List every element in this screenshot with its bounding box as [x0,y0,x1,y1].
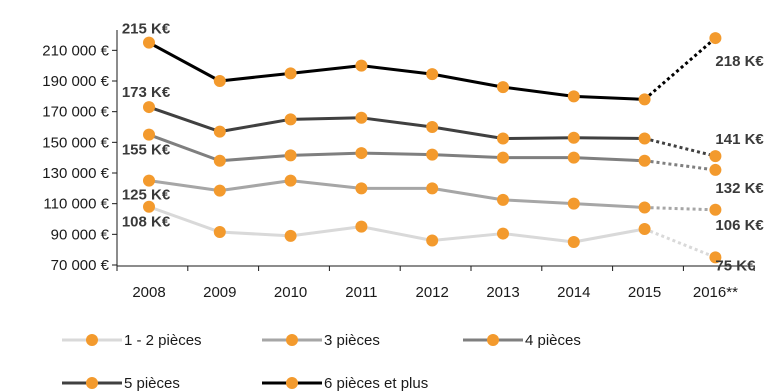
legend-swatch-marker [487,334,499,346]
data-labels: 215 K€ 173 K€ 155 K€ 125 K€ 108 K€ 218 K€ 141 … [122,21,765,275]
projection-line [644,227,716,259]
axes: 70 000 € 90 000 € 110 000 € 130 000 € 150 00… [42,30,755,301]
data-point [709,251,722,264]
data-point [143,174,155,187]
x-tick-label: 2012 [416,284,449,301]
data-point [426,148,439,161]
data-point [213,75,226,87]
data-point [143,36,155,49]
y-tick-label: 190 000 € [42,73,109,90]
data-point [355,111,368,124]
data-point [497,81,509,94]
legend-swatch-marker [286,334,298,346]
data-label: 155 K€ [122,142,171,159]
projection-line [644,206,716,212]
data-point [567,197,580,210]
data-point [497,151,509,164]
x-tick-label: 2009 [203,284,236,301]
data-point [213,184,226,197]
data-point [709,32,722,45]
series-line [148,105,645,140]
data-label: 75 K€ [715,257,756,274]
data-point [709,203,722,216]
data-point [213,154,226,167]
data-point [567,151,580,164]
series-line [148,133,645,163]
legend-swatch-marker [86,377,98,389]
data-point [355,220,368,233]
data-point [426,234,439,247]
x-tick-label: 2013 [486,284,519,301]
legend-swatch-marker [286,377,298,389]
y-tick-label: 150 000 € [42,134,109,151]
data-label: 218 K€ [715,53,764,70]
data-point [426,182,439,195]
data-point [709,150,722,163]
data-point [497,132,509,145]
data-label: 173 K€ [122,84,171,101]
data-point [284,149,297,162]
series-lines [148,36,717,259]
data-point [213,226,226,239]
data-point [567,131,580,144]
data-point [426,121,439,133]
series-markers [143,32,722,264]
legend: 1 - 2 pièces 3 pièces 4 pièces 5 pièces 6 pi… [62,332,581,392]
data-point [497,227,509,240]
data-point [213,125,226,138]
projection-line [644,159,716,172]
data-point [567,236,580,248]
x-tick-label: 2010 [274,284,307,301]
data-point [143,101,155,114]
data-point [284,174,297,187]
data-label: 106 K€ [715,217,764,234]
y-tick-label: 130 000 € [42,165,109,182]
y-tick-label: 210 000 € [42,42,109,59]
data-point [638,154,651,167]
y-tick-label: 90 000 € [51,226,110,243]
x-tick-label: 2016** [693,284,738,301]
x-tick-label: 2014 [557,284,590,301]
data-label: 215 K€ [122,21,171,38]
series-line [148,179,645,209]
data-point [426,68,439,81]
x-tick-label: 2011 [345,284,377,301]
x-tick-label: 2008 [132,284,165,301]
data-point [284,229,297,242]
data-point [567,90,580,103]
data-label: 108 K€ [122,214,171,231]
data-point [284,113,297,126]
legend-swatch-marker [86,334,98,346]
legend-label: 4 pièces [525,332,581,349]
data-point [638,222,651,235]
data-point [638,201,651,214]
data-point [355,147,368,160]
data-point [143,128,155,141]
legend-label: 3 pièces [324,332,380,349]
data-point [638,132,651,145]
y-tick-label: 170 000 € [42,104,109,121]
legend-label: 5 pièces [124,375,180,392]
data-point [355,182,368,195]
data-label: 132 K€ [715,180,764,197]
data-point [497,193,509,206]
data-point [709,163,722,176]
data-point [638,93,651,106]
data-label: 141 K€ [715,131,764,148]
data-point [284,67,297,80]
series-line [148,41,645,101]
data-label: 125 K€ [122,187,171,204]
x-tick-label: 2015 [628,284,661,301]
data-point [143,200,155,213]
series-line [148,205,645,244]
projection-line [644,137,716,158]
data-point [355,59,368,72]
legend-label: 1 - 2 pièces [124,332,202,349]
projection-line [643,36,717,101]
y-tick-label: 70 000 € [51,257,110,274]
legend-label: 6 pièces et plus [324,375,428,392]
y-tick-label: 110 000 € [43,196,109,213]
